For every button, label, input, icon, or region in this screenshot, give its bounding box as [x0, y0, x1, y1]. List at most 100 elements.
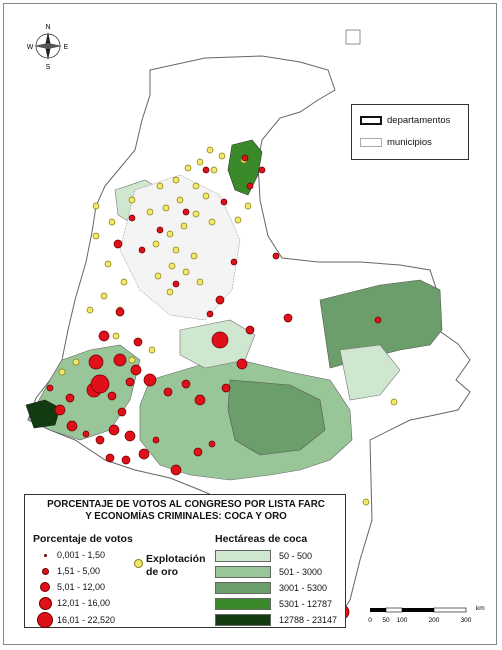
- gold-mine-marker: [152, 240, 160, 248]
- coca-class-5-swatch: [215, 614, 271, 626]
- coca-zone-vichada: [339, 344, 401, 401]
- vote-marker: [113, 239, 123, 249]
- vote-marker: [65, 393, 75, 403]
- gold-mine-marker: [190, 252, 198, 260]
- gold-mine-marker: [166, 230, 174, 238]
- vote-marker: [133, 337, 143, 347]
- vote-marker: [241, 154, 249, 162]
- vote-marker: [163, 387, 173, 397]
- vote-class-5: 16,01 - 22,520: [33, 612, 115, 628]
- coca-zone-tumaco: [25, 399, 61, 429]
- vote-marker: [374, 316, 382, 324]
- gold-mine-marker: [58, 368, 66, 376]
- coca-class-1-swatch: [215, 550, 271, 562]
- vote-marker: [215, 295, 225, 305]
- vote-class-1: 0,001 - 1,50: [33, 547, 105, 563]
- gold-mine-marker: [128, 356, 136, 364]
- gold-legend-symbol: [134, 559, 143, 568]
- vote-class-3-symbol: [40, 582, 50, 592]
- san-andres-inset: [345, 29, 361, 45]
- vote-class-1-symbol: [43, 553, 47, 557]
- departamentos-swatch: [360, 116, 382, 125]
- vote-marker: [230, 258, 238, 266]
- vote-class-4-label: 12,01 - 16,00: [57, 598, 111, 608]
- vote-class-5-symbol: [37, 612, 53, 628]
- vote-class-1-label: 0,001 - 1,50: [57, 550, 106, 560]
- vote-marker: [113, 353, 127, 367]
- departamentos-label: departamentos: [387, 115, 451, 126]
- vote-marker: [170, 464, 182, 476]
- coca-title: Hectáreas de coca: [215, 533, 308, 545]
- gold-mine-marker: [156, 182, 164, 190]
- coca-class-3-label: 3001 - 5300: [279, 583, 328, 593]
- coca-class-4: 5301 - 12787: [215, 597, 332, 611]
- vote-marker: [283, 313, 293, 323]
- vote-class-2-label: 1,51 - 5,00: [57, 566, 101, 576]
- gold-mine-marker: [92, 202, 100, 210]
- gold-mine-marker: [192, 182, 200, 190]
- vote-marker: [236, 358, 248, 370]
- gold-mine-marker: [196, 278, 204, 286]
- coca-class-3-swatch: [215, 582, 271, 594]
- scale-tick-50: 50: [382, 617, 390, 624]
- gold-mine-marker: [362, 498, 370, 506]
- scale-tick-100: 100: [397, 617, 408, 624]
- gold-mine-marker: [196, 158, 204, 166]
- gold-mine-marker: [120, 278, 128, 286]
- gold-mine-marker: [184, 164, 192, 172]
- admin-legend: departamentos municipios: [351, 104, 469, 160]
- vote-marker: [117, 407, 127, 417]
- vote-class-3-label: 5,01 - 12,00: [57, 582, 106, 592]
- gold-mine-marker: [218, 152, 226, 160]
- legend-title-line2: Y ECONOMÍAS CRIMINALES: COCA Y ORO: [85, 511, 287, 522]
- vote-class-4-symbol: [38, 596, 52, 610]
- legend-row-departamentos: departamentos: [360, 115, 450, 126]
- gold-mine-marker: [210, 166, 218, 174]
- coca-class-1-label: 50 - 500: [279, 551, 313, 561]
- vote-marker: [211, 331, 229, 349]
- vote-marker: [143, 373, 157, 387]
- vote-class-3: 5,01 - 12,00: [33, 579, 105, 595]
- vote-marker: [125, 377, 135, 387]
- vote-class-5-label: 16,01 - 22,520: [57, 615, 116, 625]
- gold-mine-marker: [172, 176, 180, 184]
- scale-tick-0: 0: [368, 617, 372, 624]
- gold-mine-marker: [244, 202, 252, 210]
- compass-w: W: [27, 44, 34, 51]
- vote-marker: [272, 252, 280, 260]
- vote-marker: [202, 166, 210, 174]
- municipios-label: municipios: [387, 137, 432, 148]
- gold-mine-marker: [148, 346, 156, 354]
- gold-mine-marker: [92, 232, 100, 240]
- vote-marker: [258, 166, 266, 174]
- vote-marker: [220, 198, 228, 206]
- gold-label-line1: Explotación: [146, 553, 206, 565]
- scale-tick-300: 300: [461, 617, 472, 624]
- vote-marker: [245, 325, 255, 335]
- vote-marker: [138, 448, 150, 460]
- compass-rose: N S E W: [27, 24, 69, 71]
- vote-marker: [182, 208, 190, 216]
- vote-marker: [246, 182, 254, 190]
- vote-marker: [208, 440, 216, 448]
- gold-mine-marker: [182, 268, 190, 276]
- coca-class-5-label: 12788 - 23147: [279, 615, 338, 625]
- municipios-swatch: [360, 138, 382, 147]
- gold-mine-marker: [390, 398, 398, 406]
- vote-marker: [193, 447, 203, 457]
- vote-marker: [105, 453, 115, 463]
- coca-class-2-label: 501 - 3000: [279, 567, 323, 577]
- gold-mine-marker: [206, 146, 214, 154]
- vote-marker: [115, 307, 125, 317]
- vote-marker: [88, 354, 104, 370]
- vote-marker: [194, 394, 206, 406]
- compass-n: N: [45, 24, 50, 31]
- coca-class-3: 3001 - 5300: [215, 581, 327, 595]
- gold-mine-marker: [168, 262, 176, 270]
- vote-class-4: 12,01 - 16,00: [33, 595, 110, 611]
- compass-s: S: [46, 64, 51, 71]
- vote-marker: [206, 310, 214, 318]
- gold-mine-marker: [234, 216, 242, 224]
- gold-mine-marker: [112, 332, 120, 340]
